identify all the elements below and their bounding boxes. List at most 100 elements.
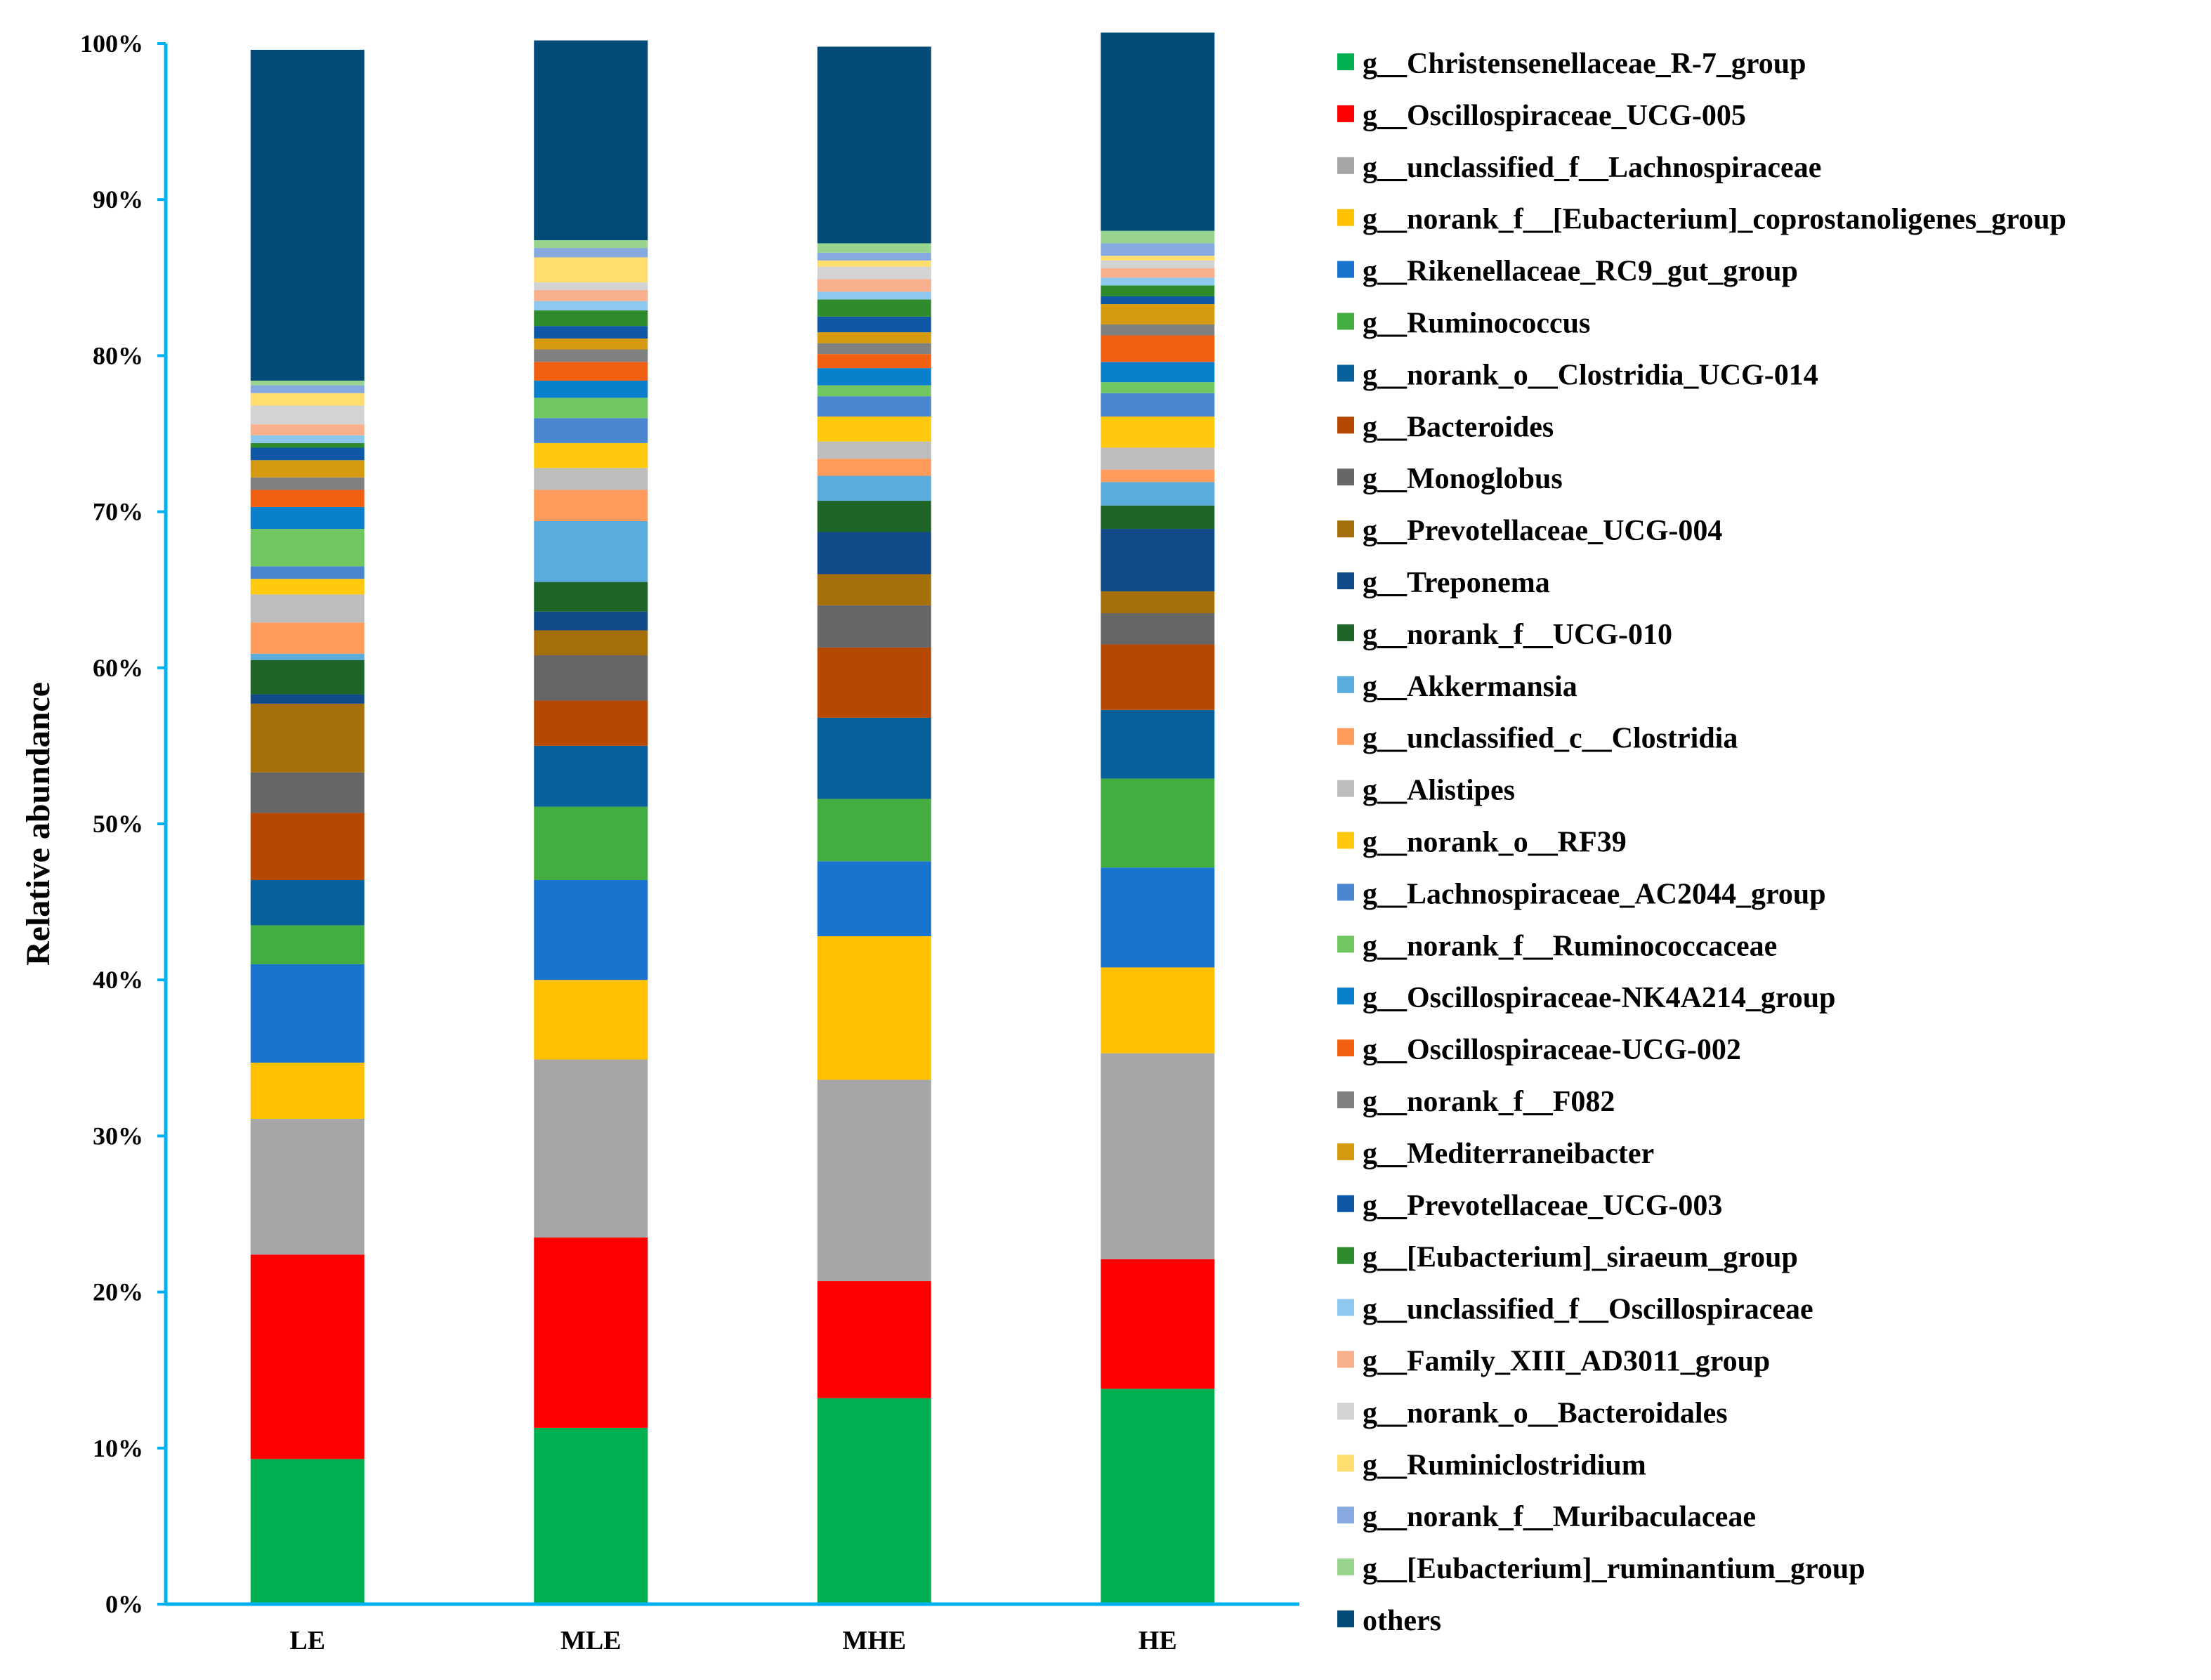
bar-segment: [817, 299, 931, 317]
y-tick-label: 0%: [105, 1590, 143, 1618]
bar-segment: [534, 301, 648, 310]
bar-segment: [817, 243, 931, 253]
bar-segment: [534, 980, 648, 1060]
bar-segment: [534, 630, 648, 656]
bar-segment: [534, 1237, 648, 1428]
bar-segment: [534, 520, 648, 582]
legend-swatch: [1337, 884, 1354, 901]
y-tick-label: 60%: [93, 654, 143, 682]
bar-segment: [534, 806, 648, 880]
bar-segment: [1101, 382, 1215, 393]
legend-label: g__Oscillospiraceae-UCG-002: [1363, 1034, 1741, 1066]
legend-swatch: [1337, 53, 1354, 70]
bar-segment: [1101, 277, 1215, 286]
legend-swatch: [1337, 1455, 1354, 1472]
legend-swatch: [1337, 987, 1354, 1005]
bar-segment: [817, 291, 931, 300]
bar-segment: [250, 447, 365, 461]
bar-segment: [817, 1281, 931, 1398]
bar-segment: [1101, 243, 1215, 256]
bar-segment: [534, 879, 648, 980]
bar-segment: [1101, 469, 1215, 483]
y-tick-label: 30%: [93, 1122, 143, 1150]
bar-segment: [250, 772, 365, 813]
bar-segment: [817, 574, 931, 605]
legend-swatch: [1337, 261, 1354, 278]
bar-segment: [1101, 447, 1215, 470]
bar-segment: [1101, 1389, 1215, 1604]
bar-segment: [250, 694, 365, 704]
y-tick-label: 100%: [80, 29, 143, 58]
legend-label: g__Prevotellaceae_UCG-004: [1363, 515, 1722, 547]
bar-segment: [534, 398, 648, 419]
bar-segment: [817, 1398, 931, 1604]
legend-label: g__Ruminiclostridium: [1363, 1449, 1646, 1481]
bar-segment: [1101, 529, 1215, 591]
bar-segment: [250, 703, 365, 773]
bar-segment: [817, 252, 931, 261]
legend-label: g__Treponema: [1363, 567, 1550, 599]
bar-segment: [1101, 867, 1215, 968]
legend-swatch: [1337, 1351, 1354, 1368]
bar-segment: [1101, 296, 1215, 305]
legend-label: others: [1363, 1605, 1441, 1637]
bar-segment: [1101, 505, 1215, 530]
x-tick-label: HE: [1139, 1626, 1177, 1655]
legend: g__Christensenellaceae_R-7_group g__Oscil…: [1337, 48, 2066, 1637]
legend-swatch: [1337, 105, 1354, 122]
bar-segment: [534, 239, 648, 249]
legend-swatch: [1337, 520, 1354, 538]
y-tick-labels: 0% 10% 20% 30% 40% 50% 60% 70% 80% 90% 100%: [80, 29, 143, 1618]
bar-segment: [1101, 256, 1215, 261]
legend-label: g__norank_f__UCG-010: [1363, 619, 1672, 651]
legend-swatch: [1337, 1091, 1354, 1108]
legend-swatch: [1337, 1558, 1354, 1576]
bar-segment: [250, 1118, 365, 1255]
bar-segment: [534, 310, 648, 327]
bar-segment: [1101, 230, 1215, 244]
bar-segment: [1101, 591, 1215, 614]
legend-swatch: [1337, 1403, 1354, 1420]
x-tick-labels: LE MLE MHE HE: [289, 1626, 1176, 1655]
legend-label: g__Alistipes: [1363, 775, 1515, 807]
bar-segment: [250, 442, 365, 448]
bar-segment: [817, 343, 931, 355]
bar-segment: [250, 385, 365, 393]
legend-swatch: [1337, 728, 1354, 745]
y-axis-title: Relative abundance: [20, 682, 57, 966]
bar-segment: [534, 468, 648, 490]
bar-segment: [534, 282, 648, 291]
bar-segment: [250, 1254, 365, 1459]
bar-segment: [1101, 268, 1215, 278]
bars: [250, 32, 1215, 1604]
bar-segment: [817, 441, 931, 459]
bar-segment: [817, 605, 931, 648]
bar-segment: [1101, 335, 1215, 362]
bar-segment: [1101, 613, 1215, 645]
y-tick-label: 80%: [93, 341, 143, 369]
bar-segment: [817, 46, 931, 244]
legend-label: g__norank_o__Bacteroidales: [1363, 1397, 1728, 1429]
bar-segment: [534, 1427, 648, 1604]
legend-swatch: [1337, 313, 1354, 330]
legend-label: g__norank_f__F082: [1363, 1086, 1615, 1118]
bar-segment: [817, 316, 931, 333]
bar-segment: [250, 594, 365, 623]
bar-segment: [250, 964, 365, 1063]
axes: [157, 42, 1299, 1606]
legend-swatch: [1337, 416, 1354, 434]
legend-label: g__Lachnospiraceae_AC2044_group: [1363, 878, 1826, 910]
legend-label: g__Family_XIII_AD3011_group: [1363, 1346, 1770, 1378]
bar-segment: [1101, 1053, 1215, 1259]
bar-segment: [250, 879, 365, 926]
legend-swatch: [1337, 624, 1354, 641]
bar-segment: [817, 717, 931, 799]
bar-segment: [817, 861, 931, 936]
bar-segment: [250, 490, 365, 507]
bar-segment: [817, 385, 931, 397]
bar-segment: [817, 332, 931, 343]
bar-segment: [534, 442, 648, 468]
legend-label: g__norank_f__Ruminococcaceae: [1363, 930, 1777, 962]
bar-segment: [1101, 644, 1215, 710]
bar-segment: [817, 459, 931, 476]
